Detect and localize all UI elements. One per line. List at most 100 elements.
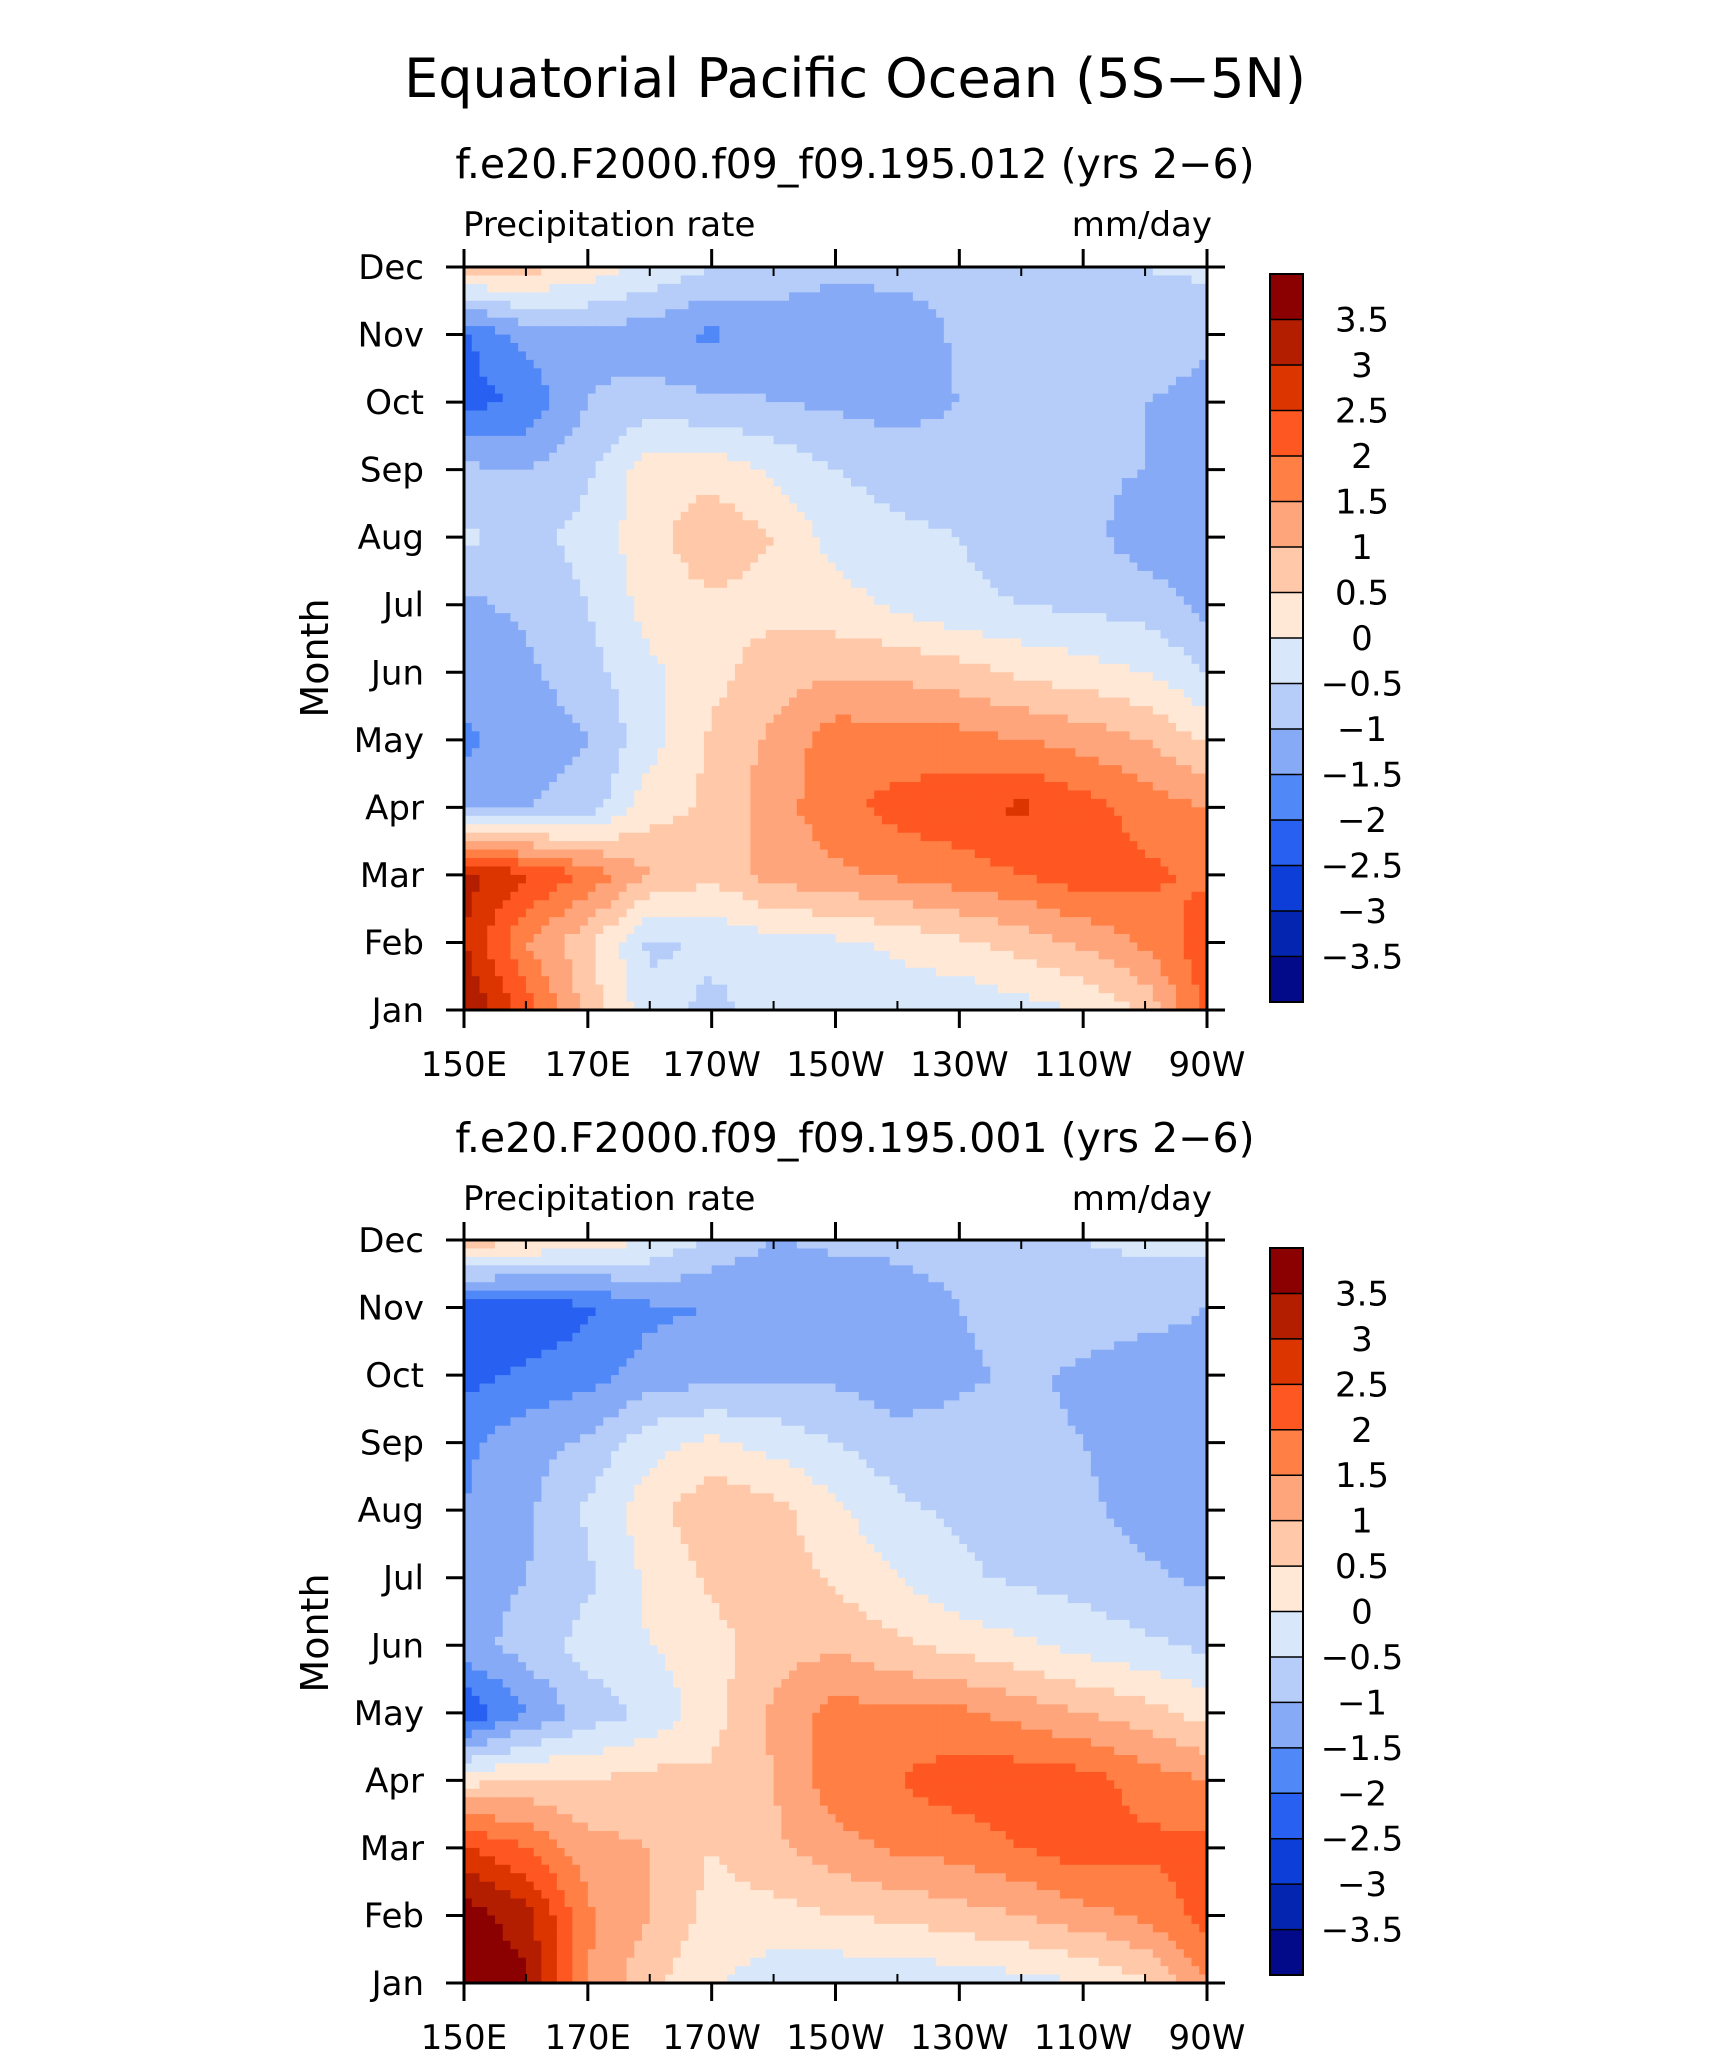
heatmap-cell <box>734 554 744 564</box>
heatmap-cell <box>773 368 782 378</box>
heatmap-cell <box>866 697 875 707</box>
heatmap-cell <box>928 621 937 631</box>
heatmap-cell <box>719 435 728 445</box>
heatmap-cell <box>1090 579 1100 589</box>
heatmap-cell <box>1145 630 1154 640</box>
heatmap-cell <box>471 587 481 597</box>
heatmap-cell <box>1059 638 1069 648</box>
heatmap-cell <box>541 317 550 327</box>
heatmap-cell <box>464 418 473 429</box>
heatmap-cell <box>642 326 651 336</box>
heatmap-cell <box>479 410 488 420</box>
heatmap-cell <box>750 452 759 462</box>
heatmap-cell <box>494 663 504 673</box>
heatmap-cell <box>1168 503 1177 513</box>
heatmap-cell <box>580 655 589 665</box>
heatmap-cell <box>1052 385 1061 395</box>
heatmap-cell <box>1152 418 1162 429</box>
heatmap-cell <box>680 486 690 496</box>
heatmap-cell <box>1129 545 1138 555</box>
heatmap-cell <box>812 469 821 479</box>
heatmap-cell <box>696 478 705 488</box>
heatmap-cell <box>1005 520 1015 530</box>
heatmap-cell <box>951 393 960 403</box>
heatmap-cell <box>1183 435 1193 445</box>
heatmap-cell <box>943 562 953 572</box>
heatmap-cell <box>1028 604 1038 614</box>
heatmap-cell <box>487 334 496 344</box>
heatmap-cell <box>889 680 899 690</box>
heatmap-cell <box>665 596 674 606</box>
heatmap-cell <box>905 494 914 505</box>
heatmap-cell <box>750 587 759 597</box>
heatmap-cell <box>951 486 960 496</box>
heatmap-cell <box>626 520 635 530</box>
heatmap-cell <box>1013 418 1022 429</box>
heatmap-cell <box>789 613 798 623</box>
heatmap-cell <box>1005 638 1015 648</box>
heatmap-cell <box>1098 680 1107 690</box>
heatmap-cell <box>1067 342 1077 353</box>
heatmap-cell <box>1145 520 1154 530</box>
heatmap-cell <box>1090 520 1100 530</box>
heatmap-cell <box>967 283 976 293</box>
heatmap-cell <box>1044 646 1053 656</box>
heatmap-cell <box>905 528 914 538</box>
heatmap-cell <box>487 292 496 302</box>
heatmap-cell <box>1129 663 1138 673</box>
heatmap-cell <box>556 317 566 327</box>
heatmap-cell <box>843 418 852 429</box>
heatmap-cell <box>703 638 713 648</box>
heatmap-cell <box>603 596 612 606</box>
heatmap-cell <box>1191 478 1200 488</box>
heatmap-cell <box>727 689 736 699</box>
heatmap-cell <box>1036 520 1046 530</box>
heatmap-cell <box>549 689 558 699</box>
heatmap-cell <box>1028 317 1038 327</box>
heatmap-cell <box>1145 418 1154 429</box>
heatmap-cell <box>959 646 968 656</box>
heatmap-cell <box>866 663 875 673</box>
heatmap-cell <box>672 596 682 606</box>
heatmap-cell <box>936 275 945 285</box>
heatmap-cell <box>889 545 899 555</box>
heatmap-cell <box>533 655 542 665</box>
heatmap-cell <box>572 410 581 420</box>
heatmap-cell <box>657 376 666 386</box>
heatmap-cell <box>1137 300 1146 310</box>
heatmap-cell <box>781 655 790 665</box>
heatmap-cell <box>1067 267 1077 277</box>
heatmap-cell <box>982 503 991 513</box>
heatmap-cell <box>1183 267 1193 277</box>
heatmap-cell <box>1129 393 1138 403</box>
heatmap-cell <box>982 528 991 538</box>
heatmap-cell <box>967 570 976 580</box>
heatmap-cell <box>680 444 690 454</box>
heatmap-cell <box>1137 317 1146 327</box>
heatmap-cell <box>1090 663 1100 673</box>
heatmap-cell <box>1152 554 1162 564</box>
heatmap-cell <box>982 554 991 564</box>
heatmap-cell <box>796 342 806 353</box>
heatmap-cell <box>587 570 597 580</box>
heatmap-cell <box>858 368 868 378</box>
heatmap-cell <box>881 385 891 395</box>
heatmap-cell <box>727 351 736 361</box>
heatmap-cell <box>1044 596 1053 606</box>
heatmap-cell <box>734 393 744 403</box>
heatmap-cell <box>479 368 488 378</box>
heatmap-cell <box>835 604 844 614</box>
heatmap-cell <box>1090 283 1100 293</box>
heatmap-cell <box>920 630 929 640</box>
heatmap-cell <box>1013 680 1022 690</box>
heatmap-cell <box>587 621 597 631</box>
heatmap-cell <box>1152 596 1162 606</box>
heatmap-cell <box>556 469 566 479</box>
heatmap-cell <box>1090 342 1100 353</box>
heatmap-cell <box>487 461 496 471</box>
heatmap-cell <box>711 537 721 547</box>
heatmap-cell <box>765 613 775 623</box>
heatmap-cell <box>541 545 550 555</box>
heatmap-cell <box>1021 334 1030 344</box>
heatmap-cell <box>812 570 821 580</box>
